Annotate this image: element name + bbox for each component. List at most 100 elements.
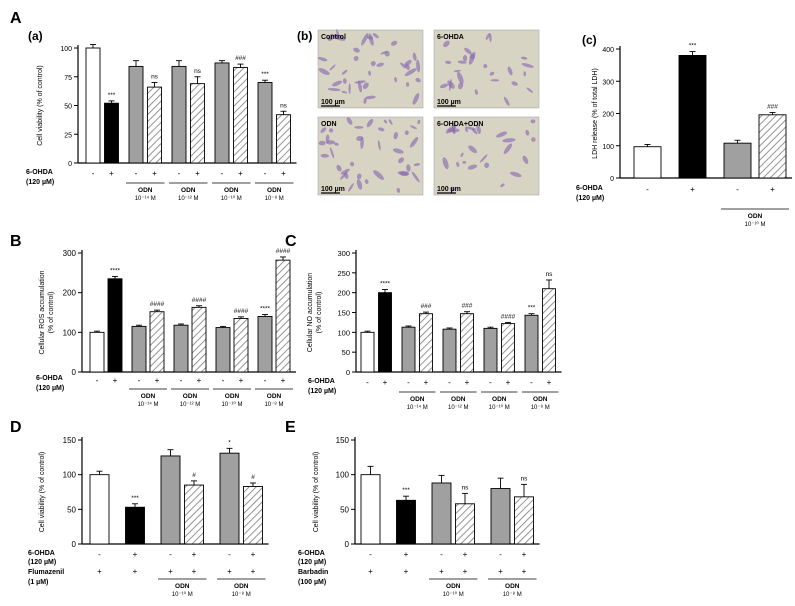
cell [320, 127, 327, 133]
y-tick-label: 100 [63, 471, 77, 480]
micrograph-label: 6-OHDA+ODN [437, 121, 483, 128]
odn-concentration: 10⁻¹⁰ M [745, 221, 766, 228]
significance-mark: *** [689, 43, 697, 50]
cell [388, 119, 393, 125]
treatment-label: 6-OHDA [576, 185, 603, 192]
y-tick-label: 50 [67, 505, 76, 514]
y-axis-label-line: Cellular ROS accumulation [39, 270, 46, 354]
y-tick-label: 100 [60, 46, 72, 53]
bar [419, 313, 433, 373]
odn-label: ODN [410, 396, 425, 403]
treatment-sign: - [180, 376, 183, 385]
significance-mark: #### [501, 313, 516, 320]
significance-mark: # [192, 472, 196, 479]
cell [467, 164, 478, 170]
cell [495, 131, 508, 138]
cell [503, 96, 510, 106]
bar [442, 328, 457, 373]
significance-mark: *** [261, 71, 269, 78]
y-tick-label: 100 [602, 144, 614, 151]
cell [393, 131, 398, 140]
bar [215, 327, 231, 373]
cell [520, 56, 528, 60]
treatment-sign: + [404, 567, 409, 576]
odn-label: ODN [267, 187, 282, 194]
treatment-sign: + [463, 567, 468, 576]
y-tick-label: 150 [336, 436, 350, 445]
treatment-sign: - [98, 550, 101, 559]
section-letter-e: E [285, 419, 296, 436]
bar [275, 259, 291, 373]
cell [327, 37, 333, 41]
significance-mark: ns [546, 271, 554, 278]
bar [147, 86, 162, 164]
significance-mark: #### [192, 297, 207, 304]
bar [723, 142, 752, 179]
cell [318, 140, 326, 146]
cell [325, 134, 330, 144]
treatment-sign: - [489, 378, 492, 387]
cell [511, 81, 518, 86]
y-tick-label: 150 [337, 309, 350, 318]
cell [471, 128, 478, 135]
treatment-sign: - [264, 169, 267, 178]
treatment-sign: + [168, 567, 173, 576]
treatment-sign: - [228, 550, 231, 559]
y-axis-label: Cellular NO accumulation (% of control) [307, 273, 323, 352]
treatment-sign: + [113, 376, 118, 385]
bar [233, 67, 248, 164]
cell [409, 136, 419, 148]
bar [131, 325, 147, 373]
odn-concentration: 10⁻⁸ M [503, 591, 522, 598]
treatment-label: 6-OHDA [308, 378, 335, 385]
panel-letter-b: (b) [297, 29, 312, 43]
significance-mark: ### [235, 55, 246, 62]
cell [396, 187, 401, 193]
bar [524, 314, 539, 373]
treatment-sign: - [178, 169, 181, 178]
treatment-label: (120 µM) [28, 559, 56, 566]
significance-mark: ### [462, 303, 473, 310]
bar [401, 326, 416, 373]
treatment-sign: - [499, 550, 502, 559]
treatment-sign: + [251, 550, 256, 559]
cell [457, 60, 467, 64]
treatment-label: (120 µM) [576, 195, 604, 202]
treatment-sign: - [448, 378, 451, 387]
y-tick-label: 300 [63, 249, 77, 258]
cell [356, 173, 362, 180]
cell [394, 77, 398, 83]
significance-mark: **** [380, 280, 391, 287]
odn-concentration: 10⁻¹⁰ M [221, 195, 242, 202]
treatment-sign: + [690, 185, 695, 194]
bar [257, 82, 273, 164]
significance-mark: #### [234, 308, 249, 315]
treatment-sign: + [506, 378, 511, 387]
y-tick-label: 50 [342, 348, 350, 357]
significance-mark: *** [402, 487, 410, 494]
treatment-sign: + [192, 550, 197, 559]
odn-concentration: 10⁻¹⁰ M [489, 404, 510, 411]
cell [416, 59, 421, 73]
cell [404, 68, 417, 77]
cell [490, 79, 500, 82]
treatment-sign: + [383, 378, 388, 387]
y-axis-label-line: (% of control) [48, 292, 55, 334]
y-tick-label: 0 [610, 176, 614, 183]
bar [191, 306, 207, 373]
bar [490, 488, 511, 545]
cell [362, 82, 369, 89]
cell [462, 54, 468, 62]
treatment-sign: + [465, 378, 470, 387]
cell [368, 70, 372, 76]
bar [243, 486, 263, 545]
treatment-label: Barbadin [298, 569, 328, 576]
y-tick-label: 100 [336, 471, 350, 480]
cell [447, 128, 460, 133]
treatment-sign: + [192, 567, 197, 576]
cell [456, 161, 460, 167]
bar [542, 288, 556, 373]
micrograph-grid: Control 100 µm 6-OHDA 100 µm ODN 100 µm 6-OHDA… [317, 29, 540, 196]
cell [445, 60, 452, 64]
